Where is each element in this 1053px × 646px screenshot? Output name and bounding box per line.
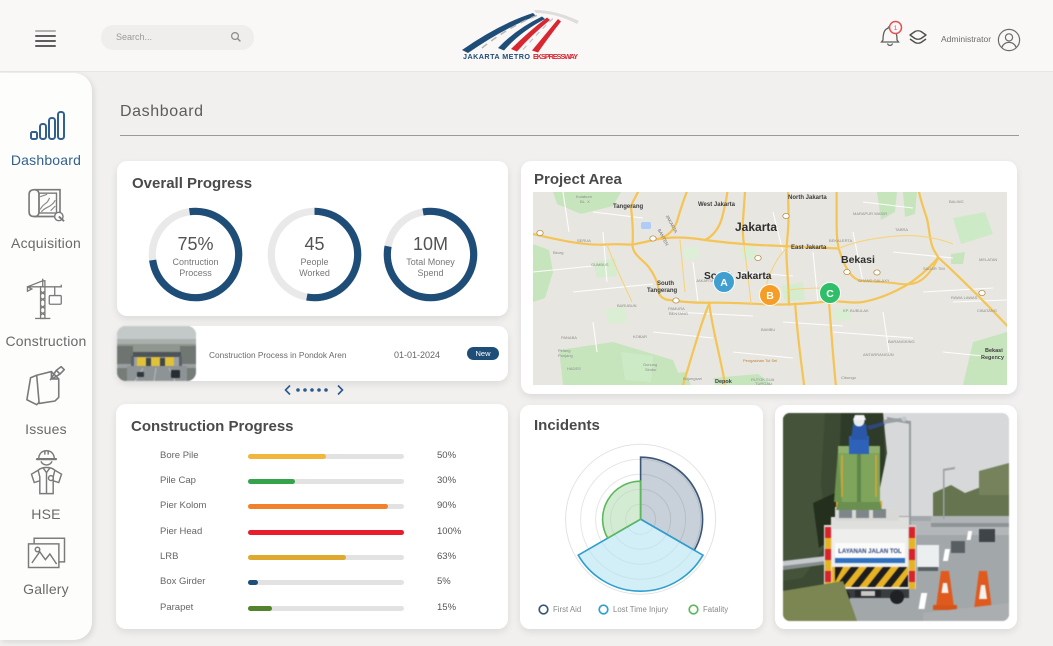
svg-text:GRAND GALAXY: GRAND GALAXY (858, 278, 890, 283)
svg-text:TURGAU: TURGAU (755, 381, 772, 385)
svg-text:BAMBU: BAMBU (761, 327, 775, 332)
svg-text:C: C (826, 288, 834, 300)
svg-text:1: 1 (894, 25, 898, 32)
svg-text:BEKALERTA: BEKALERTA (829, 238, 853, 243)
svg-text:PANABA: PANABA (561, 335, 577, 340)
svg-text:Kulabum: Kulabum (576, 194, 592, 199)
svg-text:Bekasi: Bekasi (841, 254, 875, 266)
svg-text:Sindur: Sindur (645, 367, 657, 372)
svg-text:BARANGKING: BARANGKING (888, 339, 915, 344)
svg-text:BENTANG: BENTANG (669, 311, 688, 316)
svg-text:HADES: HADES (567, 366, 581, 371)
svg-text:B: B (766, 290, 774, 302)
svg-text:BALING: BALING (949, 199, 964, 204)
svg-text:ANTARRANGUN: ANTARRANGUN (863, 352, 894, 357)
svg-text:MARAPUR WASIR: MARAPUR WASIR (853, 211, 887, 216)
svg-text:Bojongsari: Bojongsari (683, 376, 702, 381)
svg-text:EKSPRESSWAY: EKSPRESSWAY (533, 52, 578, 61)
svg-text:North Jakarta: North Jakarta (788, 195, 827, 201)
svg-text:Gunung: Gunung (643, 362, 657, 367)
svg-text:A: A (720, 277, 728, 289)
svg-text:South Jakarta: South Jakarta (704, 271, 772, 282)
svg-text:Regency: Regency (981, 355, 1005, 361)
svg-text:JAKARTA: JAKARTA (696, 278, 714, 283)
svg-text:Bekasi: Bekasi (985, 348, 1003, 354)
svg-text:PAMURA: PAMURA (668, 306, 685, 311)
svg-text:Bkurg: Bkurg (553, 250, 563, 255)
svg-text:Pelang: Pelang (558, 348, 570, 353)
svg-text:GUMBUS: GUMBUS (591, 262, 609, 267)
svg-text:RUTOK SUA: RUTOK SUA (751, 377, 775, 382)
svg-text:Panjang: Panjang (558, 353, 573, 358)
svg-text:BL. X: BL. X (580, 199, 590, 204)
svg-text:CIBATANG: CIBATANG (977, 308, 997, 313)
svg-text:East Jakarta: East Jakarta (791, 245, 827, 251)
svg-text:JAKARTA METRO: JAKARTA METRO (463, 52, 530, 61)
svg-text:SERUA: SERUA (577, 238, 591, 243)
svg-text:Pengasinan Tol Sel: Pengasinan Tol Sel (743, 358, 777, 363)
svg-text:SADAR TIM: SADAR TIM (923, 266, 945, 271)
svg-text:Depok: Depok (715, 379, 733, 385)
svg-text:South: South (657, 281, 674, 287)
svg-text:KOBAR: KOBAR (633, 334, 647, 339)
svg-text:RAWA LAWAS: RAWA LAWAS (951, 295, 978, 300)
svg-text:LAYANAN JALAN TOL: LAYANAN JALAN TOL (838, 549, 902, 555)
svg-text:West Jakarta: West Jakarta (698, 202, 736, 208)
svg-text:Cibungo: Cibungo (841, 375, 857, 380)
svg-text:Tangerang: Tangerang (647, 288, 678, 294)
svg-text:TABRA: TABRA (895, 227, 908, 232)
svg-text:KP. BUBULAK: KP. BUBULAK (843, 308, 869, 313)
svg-text:MELATAN: MELATAN (979, 257, 997, 262)
svg-text:BARUBUN: BARUBUN (617, 303, 637, 308)
svg-text:Jakarta: Jakarta (735, 220, 777, 234)
svg-text:Tangerang: Tangerang (613, 204, 644, 210)
